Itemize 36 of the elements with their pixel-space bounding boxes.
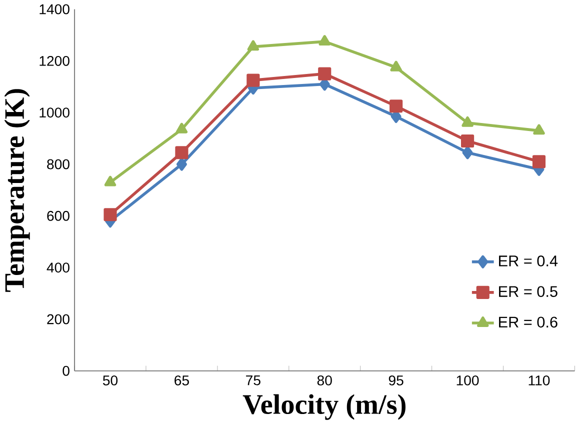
- x-tick-label: 80: [317, 375, 332, 386]
- point: [462, 146, 473, 160]
- x-tick-label: 50: [102, 375, 118, 386]
- y-tick-label: 800: [47, 159, 70, 170]
- point: [390, 100, 403, 113]
- point: [104, 176, 116, 186]
- point: [176, 158, 187, 171]
- y-tick-label: 1200: [40, 56, 70, 66]
- x-tick-label: 110: [528, 375, 550, 386]
- point: [533, 124, 545, 135]
- point: [462, 116, 474, 127]
- legend-label: ER = 0.4: [499, 255, 558, 266]
- point: [318, 34, 330, 46]
- x-axis-title: Velocity (m/s): [242, 394, 406, 420]
- point: [318, 67, 332, 80]
- y-tick-label: 200: [47, 314, 70, 324]
- legend-label: ER = 0.5: [499, 286, 558, 297]
- point: [247, 40, 260, 51]
- point: [461, 134, 474, 148]
- legend-label: ER = 0.6: [499, 316, 558, 328]
- x-tick-label: 65: [174, 375, 189, 386]
- y-tick-label: 600: [47, 210, 70, 221]
- point: [390, 60, 402, 72]
- point: [175, 146, 188, 160]
- point: [104, 208, 117, 222]
- y-tick-label: 400: [46, 262, 70, 273]
- x-tick-label: 95: [388, 375, 404, 386]
- y-tick-label: 0: [62, 366, 70, 376]
- y-tick-label: 1000: [40, 108, 70, 118]
- y-tick-label: 1400: [40, 4, 70, 14]
- point: [246, 74, 260, 87]
- y-axis-title: Temperature (K): [4, 89, 30, 292]
- x-tick-label: 75: [246, 375, 260, 386]
- point: [532, 155, 546, 168]
- point: [176, 122, 188, 134]
- x-tick-label: 100: [456, 375, 479, 386]
